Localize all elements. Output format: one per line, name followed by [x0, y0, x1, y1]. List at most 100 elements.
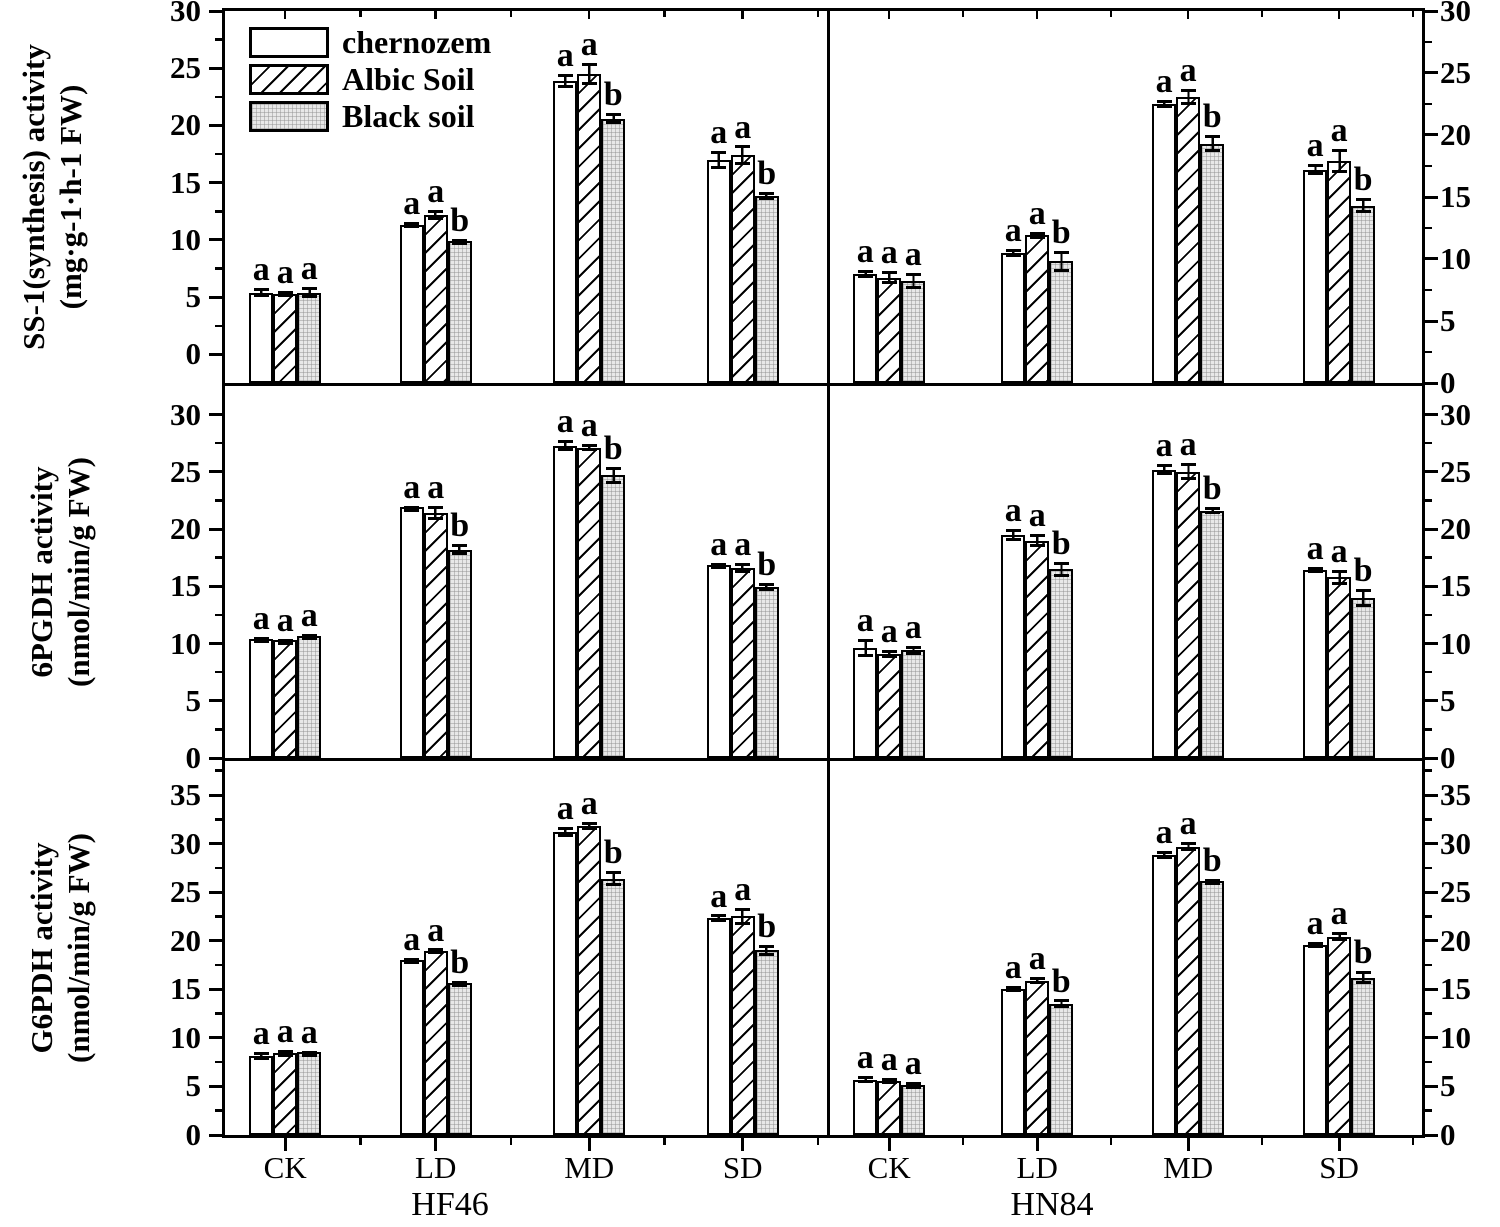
y-axis-title-6pgdh: 6PGDH activity (nmol/min/g FW) — [23, 352, 97, 792]
y-tick — [209, 9, 225, 13]
y-tick — [209, 756, 225, 760]
sig-letter: a — [710, 877, 728, 915]
y-tick — [209, 238, 225, 242]
y-tick-label: 10 — [1440, 240, 1471, 276]
bar-albic-soil — [577, 447, 602, 758]
bar-albic-soil — [730, 916, 755, 1135]
bar-black-soil — [1200, 510, 1225, 758]
y-tick-label: 0 — [185, 336, 202, 372]
y-tick — [209, 123, 225, 127]
sig-letter: b — [1353, 933, 1373, 971]
error-bar — [253, 637, 269, 644]
y-minor-tick — [215, 670, 225, 674]
x-tick — [434, 1135, 438, 1151]
y-tick-label: 15 — [1440, 179, 1471, 214]
y-tick-label: 20 — [170, 511, 201, 547]
error-bar — [1005, 529, 1021, 541]
bar-albic-soil — [1025, 980, 1050, 1135]
y-minor-tick — [215, 324, 225, 328]
bar-albic-soil — [1025, 235, 1050, 383]
y-tick-label: 0 — [185, 1117, 202, 1152]
error-bar — [1005, 249, 1021, 257]
sig-letter: a — [1028, 939, 1046, 977]
sig-letter: a — [710, 525, 728, 563]
y-tick-label: 30 — [1440, 825, 1471, 861]
y-tick — [1422, 1084, 1438, 1088]
bar-black-soil — [1200, 880, 1225, 1135]
bar-albic-soil — [1327, 577, 1352, 758]
bar-black-soil — [601, 475, 626, 758]
y-axis-unit-line: (nmol/min/g FW) — [61, 833, 96, 1063]
sig-letter: b — [1051, 213, 1071, 251]
y-minor-tick — [215, 499, 225, 502]
error-bar — [1005, 986, 1021, 993]
bar-albic-soil — [423, 951, 448, 1135]
y-tick-label: 25 — [1440, 54, 1471, 90]
y-minor-tick — [1422, 613, 1432, 617]
sig-letter: a — [1155, 814, 1173, 852]
y-tick — [1422, 381, 1438, 385]
sig-letter: b — [603, 75, 623, 113]
y-minor-tick — [215, 556, 225, 559]
error-bar — [452, 981, 468, 988]
panel-6pgdh-hn84: 0 5 10 15 20 25 30 a a a a a b a a b a a b — [830, 386, 1471, 775]
y-tick — [1422, 470, 1438, 474]
x-tick — [887, 1135, 891, 1151]
sig-letter: b — [1051, 524, 1071, 562]
y-tick — [209, 181, 225, 185]
y-minor-tick — [215, 95, 225, 99]
y-tick-label: 15 — [170, 971, 201, 1007]
sig-letter: b — [757, 908, 777, 946]
y-tick — [1422, 890, 1438, 894]
bar-black-soil — [447, 983, 472, 1135]
y-minor-tick — [1422, 769, 1432, 772]
y-tick — [209, 470, 225, 474]
y-tick — [1422, 699, 1438, 703]
y-tick-label: 0 — [1440, 740, 1456, 775]
y-tick — [1422, 1133, 1438, 1137]
y-tick — [209, 890, 225, 894]
sig-letter: a — [580, 407, 598, 445]
sig-letter: a — [427, 911, 445, 949]
y-minor-tick — [1422, 164, 1432, 168]
bar-chernozem — [706, 159, 731, 383]
y-tick — [1422, 939, 1438, 943]
y-tick-label: 25 — [170, 453, 201, 489]
y-minor-tick — [1422, 40, 1432, 44]
error-bar — [557, 827, 573, 837]
y-tick-label: 0 — [1440, 1117, 1456, 1152]
error-bar — [1307, 164, 1323, 176]
legend-item: Albic Soil — [249, 62, 491, 96]
x-tick — [1035, 1135, 1039, 1151]
error-bar — [1029, 534, 1045, 547]
bar-chernozem — [853, 273, 878, 383]
error-bar — [711, 914, 727, 923]
bar-black-soil — [754, 950, 779, 1135]
x-minor-tick — [359, 1135, 362, 1145]
sig-letter: a — [904, 608, 922, 646]
bar-chernozem — [553, 445, 578, 758]
y-tick — [209, 1133, 225, 1137]
error-bar — [905, 645, 921, 656]
sig-letter: a — [880, 233, 898, 271]
error-bar — [277, 291, 293, 298]
bar-albic-soil — [423, 513, 448, 758]
y-minor-tick — [1422, 963, 1432, 967]
y-axis-unit-line: (nmol/min/g FW) — [61, 457, 96, 687]
y-tick — [209, 413, 225, 417]
error-bar — [581, 822, 597, 830]
sig-letter: a — [710, 113, 728, 151]
y-minor-tick — [1422, 670, 1432, 674]
bar-albic-soil — [577, 73, 602, 383]
x-tick — [587, 1135, 591, 1151]
x-tick — [1337, 1135, 1341, 1151]
sig-letter: a — [403, 468, 421, 506]
y-tick-label: 5 — [1440, 682, 1456, 718]
x-top-tick — [587, 11, 591, 19]
sig-letter: a — [880, 612, 898, 650]
error-bar — [253, 287, 269, 298]
bar-albic-soil — [1176, 846, 1201, 1135]
sig-letter: b — [603, 429, 623, 467]
y-minor-tick — [1422, 915, 1432, 918]
sig-letter: b — [1051, 962, 1071, 1000]
